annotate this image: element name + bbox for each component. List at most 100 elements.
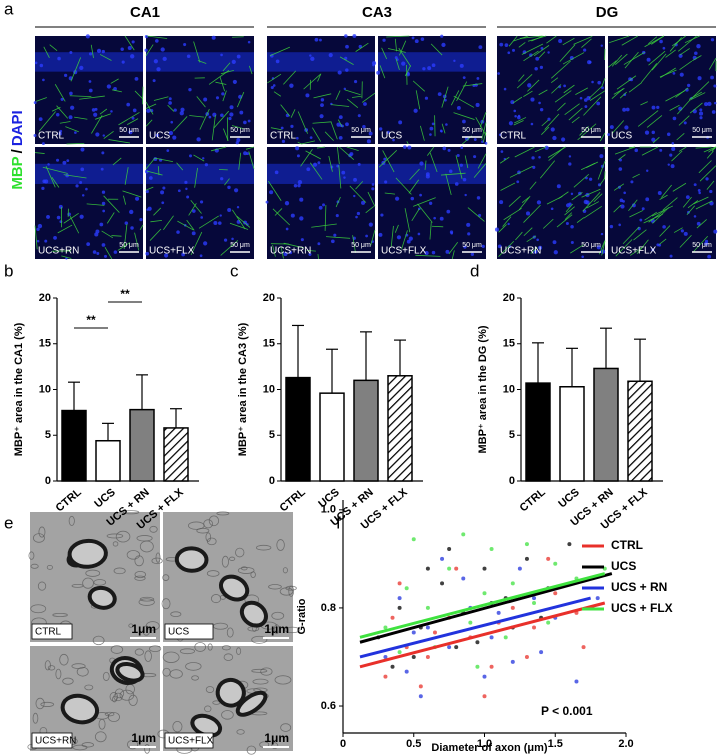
- organelle: [127, 739, 139, 750]
- fiber: [673, 227, 683, 233]
- nucleus: [656, 105, 660, 110]
- fiber: [399, 40, 407, 56]
- fiber: [328, 155, 333, 172]
- fiber: [689, 92, 706, 101]
- nucleus: [58, 204, 63, 209]
- nucleus: [186, 195, 190, 199]
- point: [567, 542, 572, 547]
- organelle: [260, 667, 273, 676]
- fiber: [280, 246, 284, 259]
- organelle: [268, 584, 282, 590]
- organelle: [104, 711, 115, 717]
- fiber: [415, 90, 421, 110]
- nucleus: [464, 193, 467, 197]
- nucleus: [310, 56, 315, 61]
- organelle: [236, 729, 245, 735]
- y-tick-label: 15: [263, 338, 275, 350]
- organelle: [114, 688, 125, 699]
- fiber: [386, 35, 410, 38]
- fiber: [682, 196, 692, 208]
- organelle: [30, 604, 47, 614]
- legend-label: UCS + RN: [611, 580, 667, 594]
- point: [524, 556, 529, 561]
- point: [397, 581, 402, 586]
- fiber: [541, 119, 549, 127]
- fiber: [477, 153, 487, 169]
- nucleus: [46, 214, 50, 219]
- fiber: [523, 90, 533, 97]
- nucleus: [484, 141, 488, 145]
- nucleus: [181, 252, 185, 257]
- label-box: [31, 623, 73, 640]
- nucleus: [36, 227, 40, 232]
- cell-layer: [35, 163, 143, 184]
- fiber: [324, 131, 334, 141]
- point: [411, 537, 416, 542]
- organelle: [134, 570, 147, 579]
- nucleus: [497, 72, 500, 75]
- organelle: [110, 645, 124, 654]
- nucleus: [101, 190, 106, 194]
- nucleus: [127, 45, 132, 51]
- fiber: [34, 152, 45, 154]
- fiber: [573, 173, 590, 188]
- fiber: [379, 65, 386, 79]
- fiber: [297, 141, 302, 145]
- point: [404, 669, 409, 674]
- nucleus: [177, 189, 181, 193]
- nucleus: [437, 92, 442, 97]
- nucleus: [96, 252, 100, 256]
- fiber: [198, 215, 219, 229]
- organelle: [59, 653, 69, 666]
- y-tick-label: 10: [503, 383, 515, 395]
- fiber: [583, 96, 602, 116]
- fiber: [445, 173, 452, 195]
- nucleus: [419, 193, 422, 197]
- nucleus: [696, 221, 701, 226]
- fiber: [619, 91, 627, 99]
- fiber: [586, 201, 600, 209]
- nucleus: [531, 156, 535, 160]
- fiber: [145, 103, 157, 109]
- organelle: [112, 696, 117, 703]
- fiber: [529, 181, 537, 190]
- y-tick-label: 5: [509, 429, 515, 441]
- nucleus: [504, 43, 509, 47]
- fiber: [408, 179, 420, 194]
- nucleus: [66, 159, 70, 163]
- fiber: [441, 123, 446, 134]
- fiber: [273, 91, 282, 97]
- organelle: [109, 692, 119, 702]
- nucleus: [213, 220, 218, 225]
- fiber: [424, 160, 427, 170]
- organelle: [252, 678, 269, 685]
- nucleus: [312, 162, 318, 167]
- nucleus: [356, 211, 361, 216]
- fiber: [523, 50, 539, 62]
- x-tick-label: 1.5: [548, 738, 563, 750]
- fiber: [141, 86, 144, 105]
- fiber: [382, 150, 395, 173]
- organelle: [179, 648, 196, 655]
- nucleus: [644, 130, 650, 135]
- scale-label: 50 μm: [351, 242, 371, 249]
- nucleus: [227, 185, 231, 190]
- fiber: [412, 80, 426, 92]
- nucleus: [368, 131, 373, 136]
- nucleus: [243, 151, 248, 156]
- nucleus: [231, 237, 234, 241]
- fiber: [706, 150, 714, 159]
- fiber: [74, 116, 88, 120]
- point: [581, 645, 586, 650]
- fiber: [317, 254, 319, 260]
- nucleus: [320, 103, 324, 108]
- nucleus: [497, 244, 502, 249]
- organelle: [85, 569, 101, 577]
- nucleus: [353, 177, 357, 182]
- fiber: [551, 77, 559, 83]
- fiber: [669, 37, 682, 52]
- fiber: [502, 216, 512, 227]
- fiber: [38, 111, 56, 132]
- nucleus: [344, 56, 348, 60]
- fiber: [398, 47, 412, 67]
